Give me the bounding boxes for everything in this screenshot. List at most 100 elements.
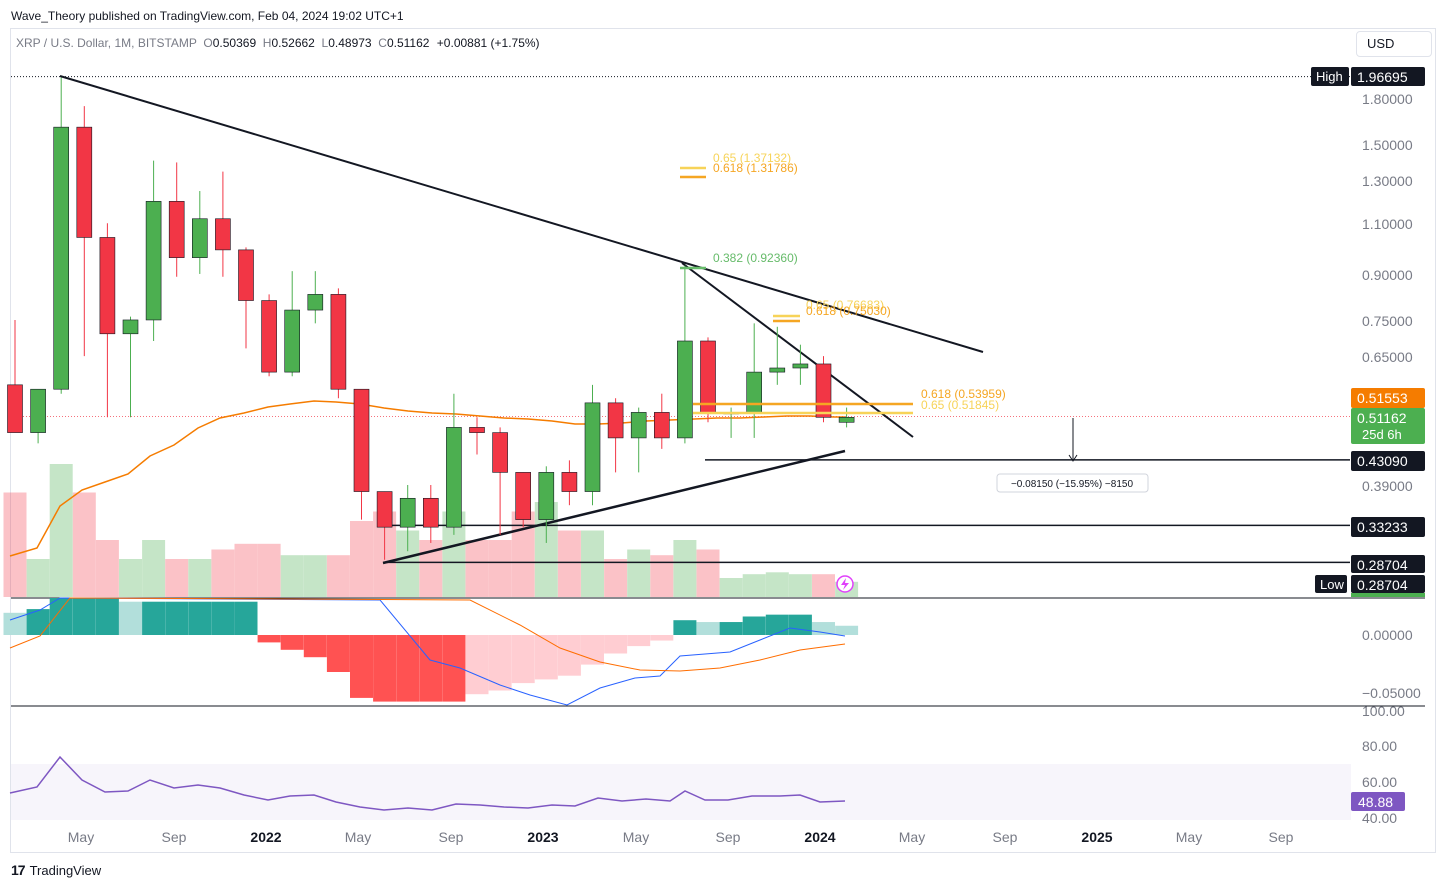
candle-body xyxy=(238,249,254,301)
candle-body xyxy=(630,412,647,439)
candle xyxy=(769,326,786,385)
candle-body xyxy=(99,237,116,335)
symbol-name[interactable]: XRP / U.S. Dollar, 1M, BITSTAMP xyxy=(16,36,197,50)
candle-body xyxy=(515,472,532,520)
price-tag-value: 0.51553 xyxy=(1357,390,1408,406)
macd-bar xyxy=(511,635,535,684)
candle xyxy=(215,171,231,277)
footer-brand[interactable]: 17 TradingView xyxy=(11,862,101,878)
candle xyxy=(630,407,647,473)
descending-trendline xyxy=(59,75,984,353)
symbol-legend: XRP / U.S. Dollar, 1M, BITSTAMP O0.50369… xyxy=(16,36,540,50)
price-tag-label: Low xyxy=(1320,577,1344,592)
rsi-axis-tick: 100.00 xyxy=(1362,703,1405,719)
volume-bars xyxy=(3,464,859,597)
price-tag-countdown: 25d 6h xyxy=(1362,427,1402,442)
volume-bar xyxy=(696,549,720,597)
rsi-axis-tick: 60.00 xyxy=(1362,774,1397,790)
time-axis-tick: Sep xyxy=(1269,829,1294,845)
candle xyxy=(330,288,347,399)
time-axis-tick: Sep xyxy=(993,829,1018,845)
macd-bar xyxy=(72,598,96,635)
rsi-axis-tick: 80.00 xyxy=(1362,738,1397,754)
volume-bar xyxy=(72,492,96,597)
price-tag-box xyxy=(1351,408,1425,444)
volume-bar xyxy=(604,559,628,597)
macd-bar xyxy=(257,635,281,643)
volume-bar xyxy=(765,572,789,597)
time-axis-tick: Sep xyxy=(716,829,741,845)
candle-body xyxy=(653,412,670,439)
candle xyxy=(792,344,809,385)
volume-bar xyxy=(211,549,235,597)
signal-line xyxy=(9,597,846,672)
candle xyxy=(192,191,208,274)
lightning-icon-bolt xyxy=(841,578,849,590)
candle xyxy=(30,388,46,444)
time-axis-tick: Sep xyxy=(439,829,464,845)
candles xyxy=(7,77,855,560)
macd-axis-tick: −0.05000 xyxy=(1362,685,1421,701)
volume-bar xyxy=(396,530,420,597)
volume-bar xyxy=(742,574,766,597)
macd-bar xyxy=(465,635,489,695)
time-axis-tick: May xyxy=(345,829,371,845)
volume-bar xyxy=(26,559,50,597)
candle xyxy=(7,319,23,433)
price-tag-label-box xyxy=(1311,67,1349,86)
macd-bar xyxy=(396,635,420,702)
candle-body xyxy=(561,472,578,492)
candle-body xyxy=(261,300,277,373)
price-tag: 0.33233 xyxy=(1351,517,1425,537)
candle xyxy=(238,247,254,349)
candle-body xyxy=(192,218,208,258)
price-axis-tick: 1.30000 xyxy=(1362,173,1413,189)
macd-bar xyxy=(350,635,373,698)
candle xyxy=(561,460,578,506)
candle-body xyxy=(30,388,46,433)
candle xyxy=(469,417,485,455)
volume-bar xyxy=(812,574,835,597)
time-axis-tick: 2024 xyxy=(804,829,835,845)
fib-level-label: 0.618 (0.75030) xyxy=(806,304,891,318)
currency-button[interactable]: USD xyxy=(1356,31,1432,57)
macd-bar xyxy=(234,601,258,635)
candle-body xyxy=(284,309,301,373)
price-axis-tick: 0.90000 xyxy=(1362,267,1413,283)
candle-body xyxy=(353,388,370,492)
high-value: 0.52662 xyxy=(271,36,315,50)
time-axis-tick: May xyxy=(623,829,649,845)
candle-body xyxy=(584,402,601,492)
price-axis-tick: 1.50000 xyxy=(1362,137,1413,153)
price-tag-box xyxy=(1351,575,1425,593)
macd-bar xyxy=(534,635,558,680)
open-value: 0.50369 xyxy=(212,36,257,50)
candle xyxy=(653,393,670,449)
price-tag-box xyxy=(1351,67,1425,86)
fib-level-label: 0.618 (0.53959) xyxy=(921,387,1006,401)
low-value: 0.48973 xyxy=(328,36,372,50)
candle-body xyxy=(815,363,832,418)
candle xyxy=(746,323,763,438)
candle-body xyxy=(7,384,23,433)
time-axis-tick: 2025 xyxy=(1081,829,1112,845)
time-axis-tick: May xyxy=(899,829,925,845)
time-axis-tick: May xyxy=(1176,829,1202,845)
price-tag-value: 0.33233 xyxy=(1357,519,1408,535)
candle-body xyxy=(376,491,393,528)
volume-bar xyxy=(188,559,212,597)
measure-box xyxy=(996,473,1149,493)
rsi-line xyxy=(9,755,846,811)
candle xyxy=(838,407,855,428)
price-tag-value: 1.96695 xyxy=(1357,69,1408,85)
candle-body xyxy=(746,371,763,413)
volume-bar xyxy=(650,555,674,597)
volume-bar xyxy=(234,543,258,597)
ema-line xyxy=(9,400,845,557)
volume-bar xyxy=(581,530,604,597)
candle-body xyxy=(607,402,624,439)
macd-bar xyxy=(142,601,166,635)
candle-body xyxy=(792,363,809,369)
